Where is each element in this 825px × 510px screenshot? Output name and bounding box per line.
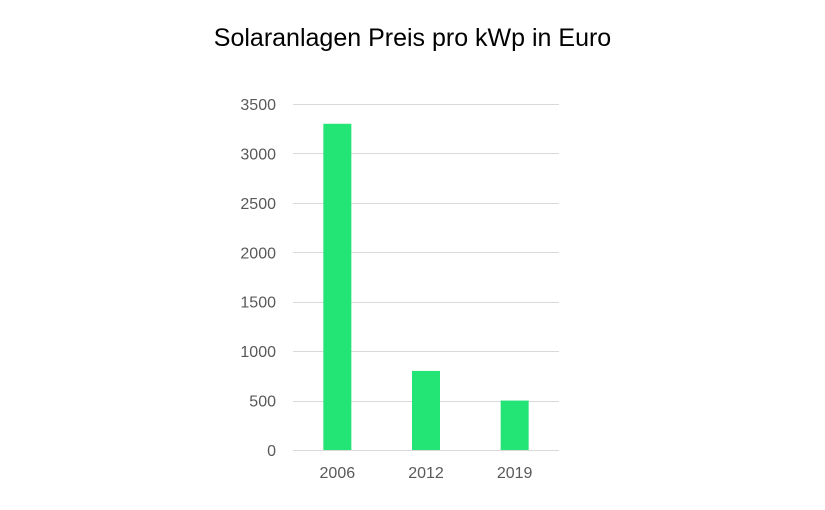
y-tick-label: 1000: [240, 344, 276, 361]
bars: [323, 123, 529, 451]
x-tick-label: 2006: [320, 465, 356, 482]
chart-title: Solaranlagen Preis pro kWp in Euro: [213, 24, 612, 52]
bar-2019: [500, 400, 529, 450]
y-tick-label: 2500: [240, 196, 276, 213]
y-tick-label: 0: [267, 443, 276, 460]
x-tick-label: 2019: [497, 465, 533, 482]
y-tick-label: 3500: [240, 97, 276, 114]
y-axis-tick-labels: 0 500 1000 1500 2000 2500 3000 3500: [240, 97, 276, 460]
bar-2012: [412, 370, 440, 450]
y-tick-label: 1500: [240, 295, 276, 312]
y-tick-label: 500: [249, 394, 276, 411]
x-axis-tick-labels: 2006 2012 2019: [320, 465, 533, 482]
y-tick-label: 2000: [240, 245, 276, 262]
y-tick-label: 3000: [240, 146, 276, 163]
bar-2006: [323, 123, 352, 451]
x-tick-label: 2012: [408, 465, 444, 482]
